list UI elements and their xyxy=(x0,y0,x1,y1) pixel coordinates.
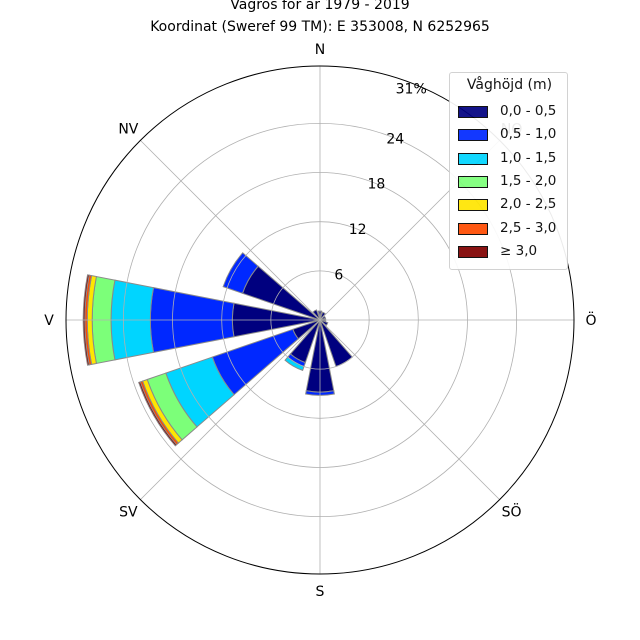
legend-label-5: 2,5 - 3,0 xyxy=(500,219,557,236)
legend-swatch-5 xyxy=(458,222,488,235)
r-tick-label-12: 12 xyxy=(349,222,367,238)
outer-circle xyxy=(65,65,575,575)
direction-label-0: N xyxy=(315,42,325,58)
direction-label-4: S xyxy=(316,584,325,600)
legend-label-4: 2,0 - 2,5 xyxy=(500,196,557,213)
r-max-label: 31% xyxy=(396,81,427,97)
bar-segment-300-1 xyxy=(222,252,259,294)
legend-swatch-3 xyxy=(458,175,488,188)
legend-label-1: 0,5 - 1,0 xyxy=(500,126,557,143)
direction-label-7: NV xyxy=(118,121,138,137)
bar-segment-270-6 xyxy=(82,274,90,366)
grid-spoke-3 xyxy=(319,319,500,500)
bar-segment-240-6 xyxy=(138,381,178,447)
bar-segment-330-0 xyxy=(312,309,321,321)
legend: Våghöjd (m) 0,0 - 0,5 0,5 - 1,0 1,0 - 1,5 1… xyxy=(449,72,568,270)
direction-label-2: Ö xyxy=(585,311,596,329)
grid-spoke-7 xyxy=(140,140,321,321)
legend-label-6: ≥ 3,0 xyxy=(500,242,538,259)
r-tick-label-18: 18 xyxy=(368,177,386,193)
grid-layer xyxy=(65,65,575,575)
legend-swatch-2 xyxy=(458,152,488,165)
legend-swatch-6 xyxy=(458,245,488,258)
r-tick-label-6: 6 xyxy=(334,268,343,284)
direction-label-3: SÖ xyxy=(502,503,522,521)
legend-title: Våghöjd (m) xyxy=(466,77,553,93)
grid-spoke-5 xyxy=(140,319,321,500)
chart-subtitle: Koordinat (Sweref 99 TM): E 353008, N 62… xyxy=(150,19,490,35)
legend-label-2: 1,0 - 1,5 xyxy=(500,149,557,166)
legend-label-0: 0,0 - 0,5 xyxy=(500,103,557,119)
chart-title: Vågros för år 1979 - 2019 xyxy=(230,0,410,13)
bar-segment-30-0 xyxy=(319,311,327,321)
direction-label-5: SV xyxy=(119,505,138,521)
legend-swatch-4 xyxy=(458,199,488,212)
legend-swatch-1 xyxy=(458,129,488,142)
direction-label-6: V xyxy=(44,313,54,329)
legend-swatch-0 xyxy=(458,106,488,118)
legend-label-3: 1,5 - 2,0 xyxy=(500,172,557,189)
bars-layer xyxy=(82,252,353,447)
r-tick-label-24: 24 xyxy=(386,131,404,147)
bar-segment-120-0 xyxy=(319,319,329,327)
